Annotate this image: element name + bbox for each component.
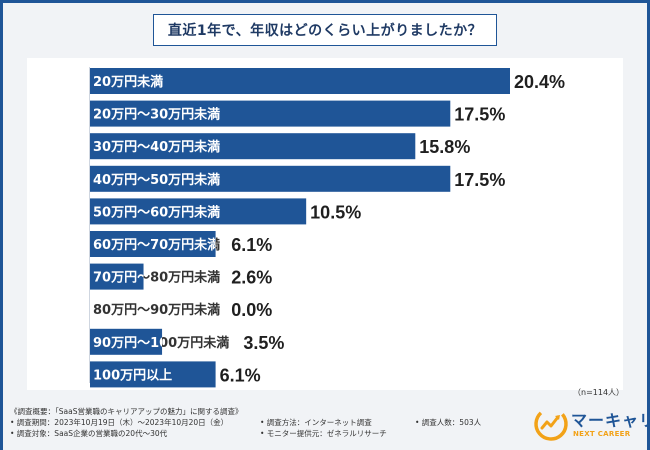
category-label-10: 100万円以上 [93,368,172,383]
bar-5 [90,198,307,225]
bar-6 [90,231,216,257]
category-label-6: 60万円〜70万円未満 [93,237,220,253]
brand-logo: マーキャリ NEXT CAREER [533,404,650,446]
value-label-7: 2.6% [231,268,272,288]
value-label-1: 20.4% [514,72,565,92]
bar-10 [90,361,216,388]
category-label-1: 20万円未満 [93,74,163,90]
value-label-4: 17.5% [454,170,505,190]
bar-3 [90,133,416,160]
category-label-4: 40万円〜50万円未満 [93,172,220,188]
category-label-8: 80万円〜90万円未満 [93,302,220,318]
brand-logo-tagline: NEXT CAREER [573,430,631,438]
survey-footer: 《調査概要：「SaaS営業職のキャリアアップの魅力」に関する調査》 • 調査期間… [10,406,530,446]
bar-9 [90,328,163,355]
frame-top-border [0,0,650,3]
bar-4 [90,165,451,192]
bar-1 [90,68,510,94]
survey-respondents: • 調査人数：503人 [415,418,482,427]
frame-right-border [647,0,650,450]
survey-target: • 調査対象：SaaS企業の営業職の20代〜30代 [10,429,168,438]
survey-period: • 調査期間：2023年10月19日（木）〜2023年10月20日（金） [10,418,229,427]
value-label-5: 10.5% [310,202,361,222]
value-label-3: 15.8% [419,137,470,157]
category-label-3: 30万円〜40万円未満 [93,139,220,155]
value-label-8: 0.0% [231,300,272,320]
brand-logo-name: マーキャリ [571,411,650,430]
value-label-9: 3.5% [243,333,284,353]
value-label-6: 6.1% [231,235,272,255]
category-label-2: 20万円〜30万円未満 [93,107,220,123]
value-label-2: 17.5% [454,105,505,125]
survey-overview: 《調査概要：「SaaS営業職のキャリアアップの魅力」に関する調査》 [10,407,243,416]
sample-size-note: （n=114人） [573,388,625,397]
category-label-9: 90万円〜100万円未満 [93,335,229,351]
survey-method: • 調査方法：インターネット調査 [260,418,372,427]
bar-2 [90,100,451,127]
category-label-5: 50万円〜60万円未満 [93,204,220,220]
brand-logo-icon [534,407,568,441]
frame-left-border [0,0,3,450]
category-axis-line [89,67,90,383]
value-label-10: 6.1% [220,365,261,385]
survey-monitor: • モニター提供元：ゼネラルリサーチ [260,429,387,438]
bar-7 [90,263,144,290]
chart-title: 直近1年で、年収はどのくらい上がりましたか？ [153,14,497,46]
category-label-7: 70万円〜80万円未満 [93,270,220,286]
